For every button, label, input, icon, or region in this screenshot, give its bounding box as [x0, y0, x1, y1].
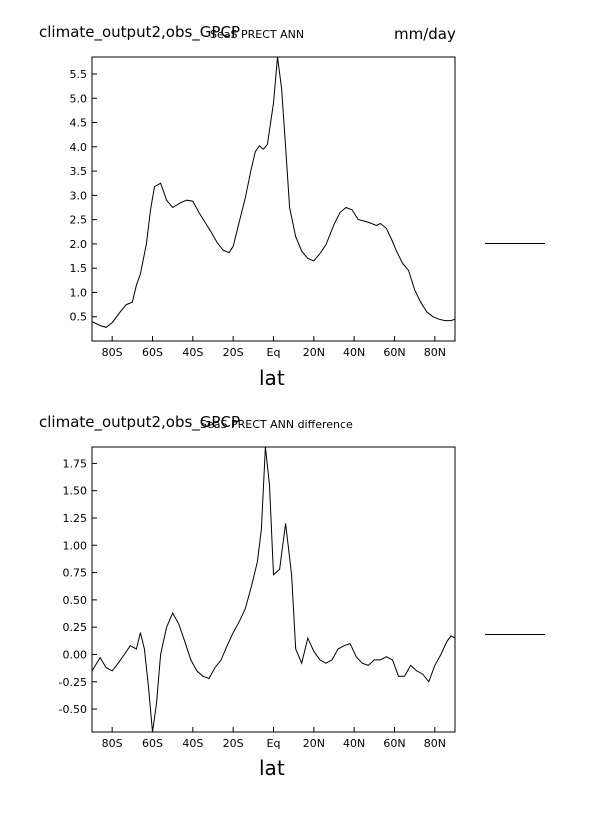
- chart-1-xtick-label: 80N: [424, 346, 446, 359]
- chart-2-ytick-label: -0.50: [59, 703, 87, 716]
- chart-2-ytick-label: 0.25: [63, 621, 88, 634]
- chart-1-ytick-label: 3.0: [70, 189, 88, 202]
- chart-1-ytick-label: 5.5: [70, 68, 88, 81]
- chart-2-ytick-label: 1.75: [63, 457, 88, 470]
- chart-1-ytick-label: 2.0: [70, 238, 88, 251]
- chart-2-ytick-label: -0.25: [59, 676, 87, 689]
- chart-2-ytick-label: 0.50: [63, 594, 88, 607]
- chart-1-xtick-label: 60S: [142, 346, 163, 359]
- chart-1-xtick-label: 20N: [303, 346, 325, 359]
- chart-2-xtick-label: 20N: [303, 737, 325, 750]
- chart-2-legend-line: [485, 634, 545, 635]
- chart-1-series-line-1: [91, 56, 456, 328]
- chart-1-xlabel: lat: [259, 366, 285, 390]
- chart-1-units: mm/day: [394, 25, 456, 43]
- chart-2-xlabel: lat: [259, 756, 285, 780]
- chart-2-title: climate_output2,obs_GPCP: [39, 413, 240, 431]
- chart-2-xtick-label: 40S: [182, 737, 203, 750]
- chart-2-xtick-label: 60N: [383, 737, 405, 750]
- chart-2-xtick-label: 40N: [343, 737, 365, 750]
- chart-2-ytick-label: 1.25: [63, 512, 88, 525]
- chart-1-subtitle: SeaS PRECT ANN: [210, 28, 305, 41]
- chart-1-ytick-label: 2.5: [70, 214, 88, 227]
- chart-1-xtick-label: Eq: [267, 346, 281, 359]
- chart-2-frame: [91, 446, 456, 733]
- chart-2-xtick-label: 80S: [102, 737, 123, 750]
- chart-1-ytick-label: 1.0: [70, 286, 88, 299]
- chart-2-ytick-label: 1.50: [63, 485, 88, 498]
- chart-1-legend-line: [485, 243, 545, 244]
- chart-2-ytick-label: 0.00: [63, 648, 88, 661]
- chart-1-xtick-label: 60N: [383, 346, 405, 359]
- chart-2-xtick-label: 60S: [142, 737, 163, 750]
- chart-1-xtick-label: 80S: [102, 346, 123, 359]
- chart-1-ytick-label: 1.5: [70, 262, 88, 275]
- chart-1-ytick-label: 5.0: [70, 92, 88, 105]
- chart-1-ytick-label: 0.5: [70, 311, 88, 324]
- chart-1-xtick-label: 40N: [343, 346, 365, 359]
- chart-1-ytick-label: 4.5: [70, 117, 88, 130]
- chart-2-xtick-label: 80N: [424, 737, 446, 750]
- chart-2-ytick-label: 1.00: [63, 539, 88, 552]
- chart-1-xtick-label: 20S: [223, 346, 244, 359]
- chart-2-xtick-label: Eq: [267, 737, 281, 750]
- chart-1-ytick-label: 3.5: [70, 165, 88, 178]
- chart-2-ytick-label: 0.75: [63, 567, 88, 580]
- chart-2-xtick-label: 20S: [223, 737, 244, 750]
- chart-1-ytick-label: 4.0: [70, 141, 88, 154]
- chart-1-xtick-label: 40S: [182, 346, 203, 359]
- chart-2-series-line-1: [91, 446, 456, 733]
- chart-1-title: climate_output2,obs_GPCP: [39, 23, 240, 41]
- chart-2-subtitle: SeaS PRECT ANN difference: [200, 418, 353, 431]
